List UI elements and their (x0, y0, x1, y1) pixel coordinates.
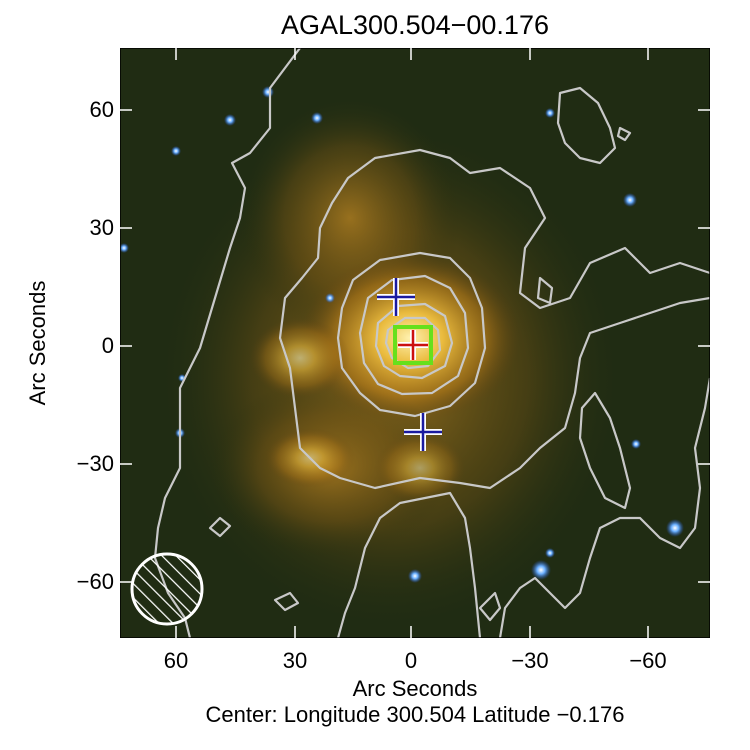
y-axis-label: Arc Seconds (25, 280, 50, 406)
contour-lines (153, 48, 710, 638)
beam-ellipse (130, 552, 204, 626)
x-tick-label: 30 (282, 648, 308, 673)
source-box (393, 325, 433, 365)
sky-image (120, 48, 710, 638)
x-tick-label: 60 (163, 648, 189, 673)
y-tick-label: 0 (101, 333, 114, 358)
x-axis-label: Arc Seconds (352, 676, 478, 701)
x-tick-label: −60 (629, 648, 667, 673)
y-tick-label: 60 (89, 97, 114, 122)
center-caption: Center: Longitude 300.504 Latitude −0.17… (205, 702, 625, 727)
plot-title: AGAL300.504−00.176 (281, 10, 549, 40)
x-tick-label: 0 (404, 648, 418, 673)
source-cross-north (377, 278, 415, 316)
peak-marker (398, 330, 428, 360)
y-tick-label: −30 (76, 451, 114, 476)
tick-marks (120, 48, 710, 638)
y-tick-label: 30 (89, 215, 114, 240)
y-tick-label: −60 (76, 569, 114, 594)
x-tick-label: −30 (511, 648, 549, 673)
source-cross-south (404, 413, 442, 451)
